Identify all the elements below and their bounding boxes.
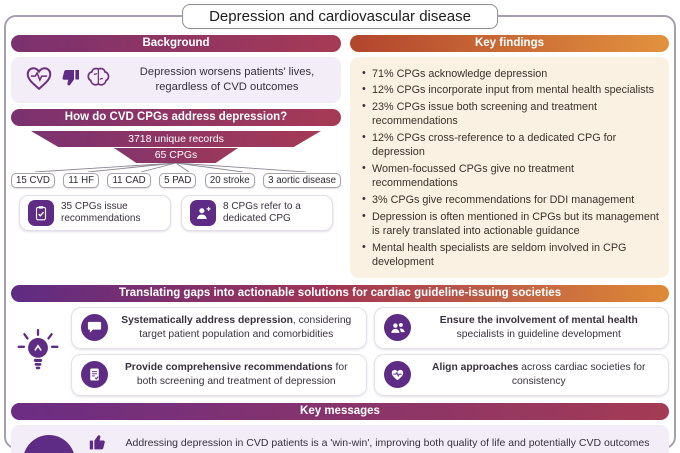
page-title: Depression and cardiovascular disease [182, 4, 498, 29]
category-hf: 11 HF [63, 173, 100, 188]
right-column: Key findings 71% CPGs acknowledge depres… [350, 35, 669, 278]
solutions-header: Translating gaps into actionable solutio… [11, 284, 669, 302]
stat-label: 35 CPGs issue recommendations [61, 200, 141, 225]
background-text: Depression worsens patients' lives, rega… [139, 66, 315, 93]
solutions-grid: Systematically address depression, consi… [71, 306, 669, 396]
finding-item: Women-focussed CPGs give no treatment re… [362, 161, 659, 191]
cpg-categories: 15 CVD 11 HF 11 CAD 5 PAD 20 stroke 3 ao… [11, 173, 341, 188]
checklist-icon [81, 361, 108, 389]
key-icon [23, 434, 75, 453]
lightbulb-icon [11, 328, 65, 374]
category-cvd: 15 CVD [11, 173, 55, 188]
stat-dedicated-cpg: 8 CPGs refer to a dedicated CPG [181, 195, 333, 231]
finding-item: Mental health specialists are seldom inv… [362, 240, 659, 270]
finding-item: 12% CPGs incorporate input from mental h… [362, 82, 659, 97]
finding-item: Depression is often mentioned in CPGs bu… [362, 209, 659, 239]
solutions-row: Systematically address depression, consi… [11, 306, 669, 396]
key-messages-header: Key messages [11, 402, 669, 420]
heart-ecg-icon [24, 63, 54, 98]
solution-address-depression: Systematically address depression, consi… [71, 306, 367, 349]
finding-item: 71% CPGs acknowledge depression [362, 65, 659, 81]
finding-item: 23% CPGs issue both screening and treatm… [362, 99, 659, 129]
background-icons [19, 63, 117, 98]
key-message-win-win: Addressing depression in CVD patients is… [87, 431, 657, 453]
category-aortic: 3 aortic disease [263, 173, 341, 188]
funnel: 3718 unique records 65 CPGs [11, 126, 341, 172]
solution-align-approaches: Align approaches across cardiac societie… [373, 353, 669, 396]
category-stroke: 20 stroke [204, 173, 255, 188]
key-message-text: Addressing depression in CVD patients is… [125, 437, 650, 450]
thumbs-down-icon [58, 66, 82, 95]
finding-item: 12% CPGs cross-reference to a dedicated … [362, 130, 659, 160]
left-column: Background Depression worsens patie [11, 35, 341, 278]
key-messages-list: Addressing depression in CVD patients is… [87, 431, 657, 453]
cpg-stats: 35 CPGs issue recommendations 8 CPGs ref… [11, 195, 341, 231]
stat-recommendations: 35 CPGs issue recommendations [19, 195, 171, 231]
clipboard-check-icon [28, 200, 54, 226]
person-plus-icon [190, 200, 216, 226]
stat-label: 8 CPGs refer to a dedicated CPG [223, 200, 301, 225]
cpg-question-header: How do CVD CPGs address depression? [11, 109, 341, 126]
fan-lines [34, 163, 307, 172]
people-icon [383, 314, 411, 342]
solution-mental-health-specialists: Ensure the involvement of mental health … [373, 306, 669, 349]
solution-text: Ensure the involvement of mental health … [439, 315, 638, 340]
key-messages-panel: Addressing depression in CVD patients is… [11, 424, 669, 453]
finding-item: 3% CPGs give recommendations for DDI man… [362, 192, 659, 207]
funnel-bottom: 65 CPGs [114, 148, 238, 163]
background-header: Background [11, 35, 341, 52]
brain-icon [86, 64, 113, 96]
category-pad: 5 PAD [159, 173, 197, 188]
solution-comprehensive-recommendations: Provide comprehensive recommendations fo… [71, 353, 367, 396]
key-findings-header: Key findings [350, 35, 669, 52]
funnel-top: 3718 unique records [31, 131, 321, 147]
speech-bubble-icon [81, 314, 108, 342]
key-findings-list: 71% CPGs acknowledge depression 12% CPGs… [350, 57, 669, 278]
top-grid: Background Depression worsens patie [11, 35, 669, 278]
thumbs-up-icon [87, 431, 109, 453]
solution-text: Provide comprehensive recommendations fo… [124, 362, 348, 387]
solution-text: Systematically address depression, consi… [121, 315, 352, 340]
background-panel: Depression worsens patients' lives, rega… [11, 57, 341, 103]
heart-pulse-icon [383, 361, 411, 389]
solution-text: Align approaches across cardiac societie… [432, 362, 646, 387]
category-cad: 11 CAD [107, 173, 151, 188]
content: Background Depression worsens patie [11, 35, 669, 453]
